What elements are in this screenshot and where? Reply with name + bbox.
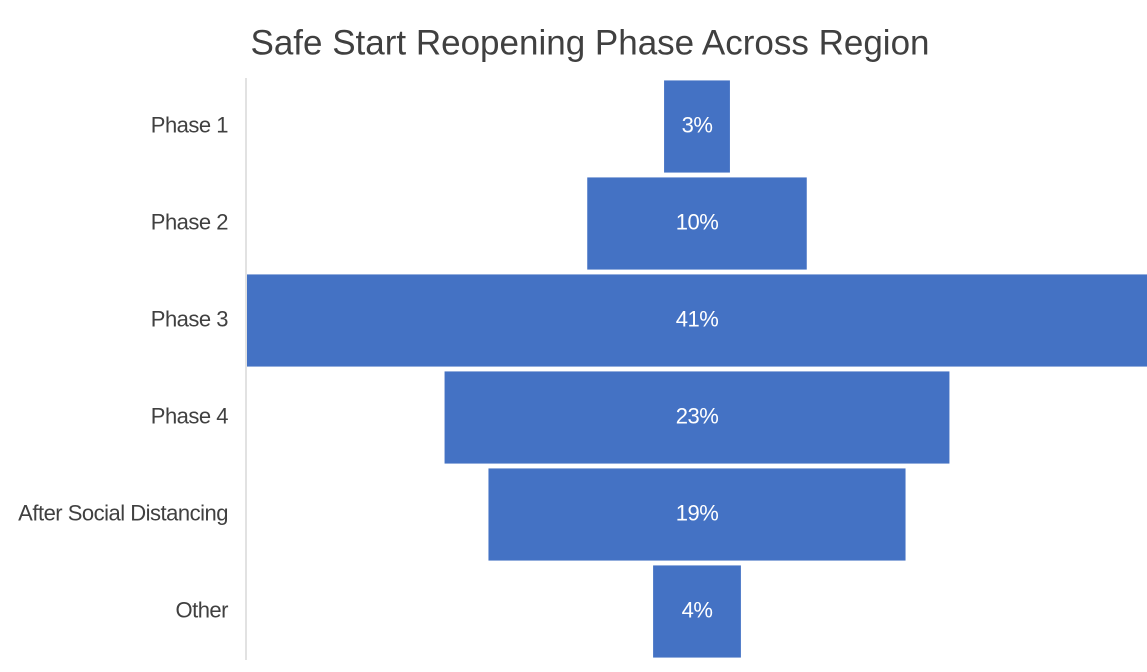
value-label: 3% xyxy=(682,112,713,137)
chart-title: Safe Start Reopening Phase Across Region xyxy=(250,23,929,62)
funnel-bar xyxy=(587,177,807,270)
value-label: 4% xyxy=(682,597,713,622)
funnel-bar xyxy=(444,371,950,464)
funnel-bar xyxy=(653,565,741,658)
value-label: 23% xyxy=(676,403,719,428)
value-label: 41% xyxy=(676,306,719,331)
value-label: 19% xyxy=(676,500,719,525)
funnel-bar xyxy=(664,80,730,173)
category-label: Other xyxy=(175,597,228,622)
category-label: Phase 3 xyxy=(151,306,228,331)
category-label: Phase 1 xyxy=(151,112,228,137)
funnel-bar xyxy=(247,274,1147,367)
category-label: Phase 2 xyxy=(151,209,228,234)
value-label: 10% xyxy=(676,209,719,234)
category-label: Phase 4 xyxy=(151,403,228,428)
category-label: After Social Distancing xyxy=(18,500,228,525)
funnel-bar xyxy=(488,468,906,561)
